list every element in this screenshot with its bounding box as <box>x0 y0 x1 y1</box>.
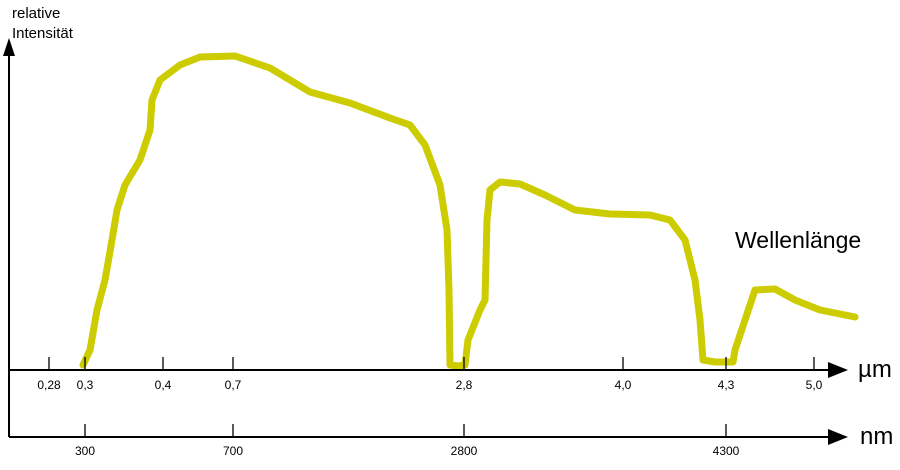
um-tick-label: 4,3 <box>717 378 735 392</box>
nm-axis-arrow <box>828 429 848 445</box>
um-axis-arrow <box>828 362 848 378</box>
um-tick-label: 0,7 <box>224 378 242 392</box>
um-tick-label: 2,8 <box>455 378 473 392</box>
um-unit-label: µm <box>858 356 892 383</box>
nm-tick-label: 700 <box>222 444 244 458</box>
y-axis-label-line: Intensität <box>12 25 73 42</box>
um-tick-label: 5,0 <box>805 378 823 392</box>
nm-tick-label: 2800 <box>450 444 478 458</box>
um-tick-label: 0,28 <box>37 378 61 392</box>
curve-label: Wellenlänge <box>735 227 862 253</box>
um-tick-label: 0,3 <box>76 378 94 392</box>
nm-tick-label: 300 <box>74 444 96 458</box>
intensity-curve <box>79 52 859 370</box>
y-axis-label: relative Intensität <box>12 4 73 44</box>
um-tick-label: 0,4 <box>154 378 172 392</box>
y-axis-label-line: relative <box>12 5 61 22</box>
nm-unit-label: nm <box>860 423 894 450</box>
y-axis-arrow <box>3 38 15 56</box>
um-tick-label: 4,0 <box>614 378 632 392</box>
nm-tick-label: 4300 <box>712 444 740 458</box>
